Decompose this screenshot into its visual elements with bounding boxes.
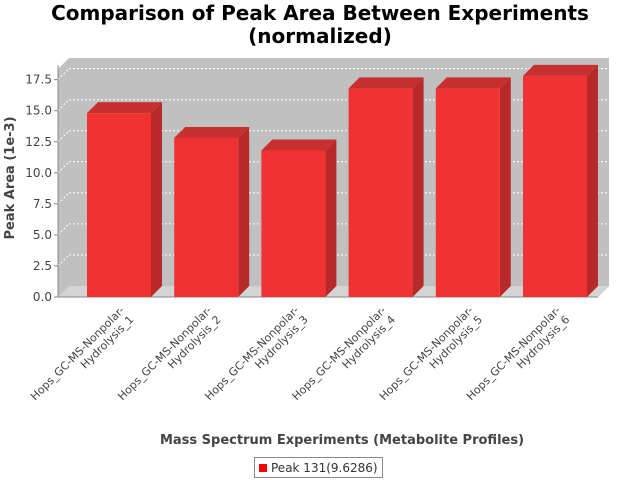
y-tick-label: 2.5 [33,259,52,273]
bar-top [261,139,337,151]
bar-side [499,77,511,298]
gridline-side [57,161,70,174]
bar [523,64,598,297]
bar-side [587,64,598,297]
bar-side [151,102,162,298]
bar-top [348,77,424,89]
bar-front [87,113,151,298]
y-axis-label: Peak Area (1e-3) [3,116,18,239]
bar-front [261,150,326,297]
x-axis-label: Mass Spectrum Experiments (Metabolite Pr… [160,433,524,448]
bar-top [87,102,162,114]
bar-side [325,139,337,297]
bar [174,127,250,297]
gridline-side [57,223,70,236]
bar [435,77,511,298]
y-tick-label: 0.0 [33,290,52,304]
bar-front [174,138,239,297]
legend-label: Peak 131(9.6286) [271,460,378,475]
gridline-side [57,99,70,112]
y-tick-label: 15.0 [25,104,52,118]
y-axis: 0.0 2.5 5.0 7.5 10.0 12.5 15.0 17.5 [25,65,598,304]
y-tick-label: 17.5 [25,73,52,87]
bars [87,64,598,298]
gridline-side [57,68,70,81]
bar [348,77,424,298]
bar-top [174,127,250,139]
x-category-label-line: Hops_GC-MS-Nonpolar- [28,304,127,403]
bar-side [412,77,424,298]
bar-front [348,88,413,298]
bar-top [523,64,598,76]
bar [261,139,337,297]
gridline-side [57,254,70,267]
x-axis-categories: Hops_GC-MS-Nonpolar-Hydrolysis_1Hops_GC-… [28,304,572,403]
y-tick-label: 7.5 [33,197,52,211]
bar [87,102,162,298]
y-tick-label: 10.0 [25,166,52,180]
gridline-side [57,130,70,143]
legend-swatch [259,463,267,472]
bar-top [435,77,511,89]
bar-front [435,88,500,298]
y-tick-label: 12.5 [25,135,52,149]
legend: Peak 131(9.6286) [254,457,383,478]
chart-title-line1: Comparison of Peak Area Between Experime… [51,1,589,25]
chart-title-line2: (normalized) [248,24,392,48]
gridline-side [57,192,70,205]
y-tick-label: 5.0 [33,228,52,242]
bar-side [238,127,250,297]
bar-front [523,75,587,297]
chart-title: Comparison of Peak Area Between Experime… [0,2,640,48]
